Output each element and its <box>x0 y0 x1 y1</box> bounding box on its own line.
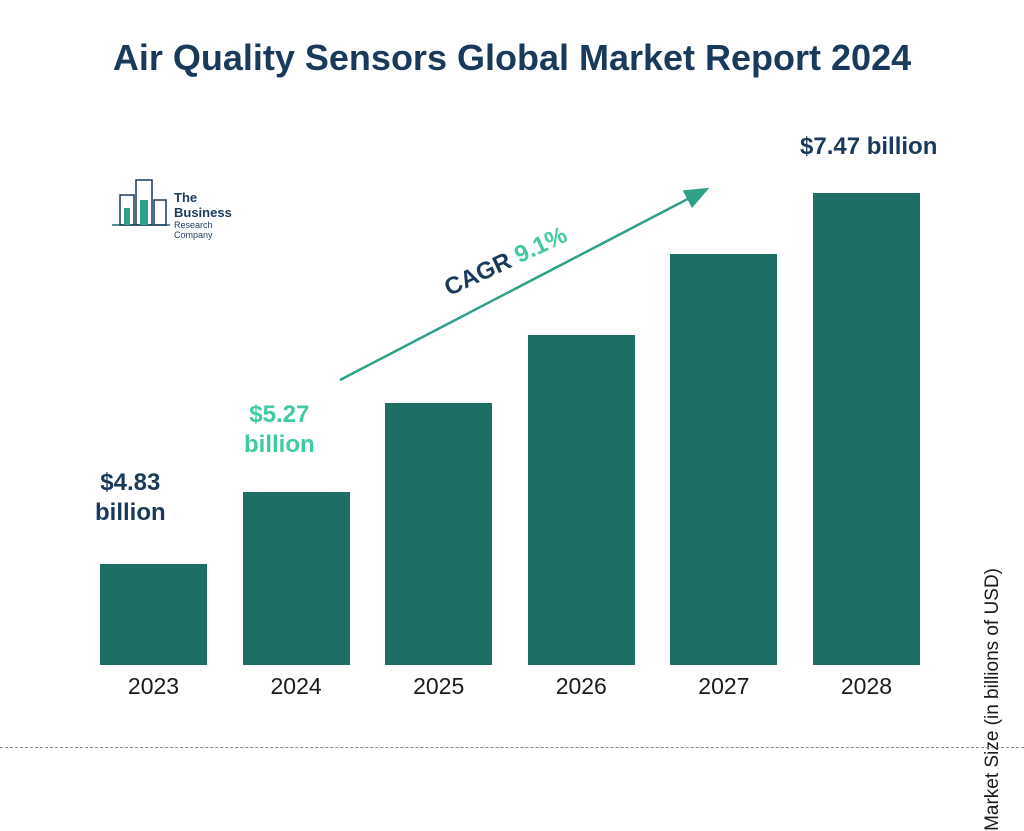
x-label-2026: 2026 <box>528 673 635 700</box>
bar-col-2028 <box>813 193 920 665</box>
x-label-2028: 2028 <box>813 673 920 700</box>
bar-2025 <box>385 403 492 665</box>
x-label-2023: 2023 <box>100 673 207 700</box>
bar-2024 <box>243 492 350 665</box>
bar-chart: 2023 2024 2025 2026 2027 2028 <box>100 145 930 700</box>
bars-container <box>100 145 920 665</box>
chart-title: Air Quality Sensors Global Market Report… <box>62 0 962 82</box>
callout-2023: $4.83billion <box>95 468 166 528</box>
bar-col-2024 <box>243 492 350 665</box>
bar-2026 <box>528 335 635 665</box>
bar-2028 <box>813 193 920 665</box>
x-axis-labels: 2023 2024 2025 2026 2027 2028 <box>100 673 920 700</box>
y-axis-label: Market Size (in billions of USD) <box>982 568 1004 831</box>
callout-2028: $7.47 billion <box>800 132 937 162</box>
bar-col-2023 <box>100 564 207 665</box>
bar-col-2025 <box>385 403 492 665</box>
bar-col-2027 <box>670 254 777 665</box>
callout-2024: $5.27billion <box>244 400 315 460</box>
bottom-divider <box>0 747 1024 748</box>
x-label-2025: 2025 <box>385 673 492 700</box>
x-label-2027: 2027 <box>670 673 777 700</box>
bar-2023 <box>100 564 207 665</box>
x-label-2024: 2024 <box>243 673 350 700</box>
bar-2027 <box>670 254 777 665</box>
bar-col-2026 <box>528 335 635 665</box>
